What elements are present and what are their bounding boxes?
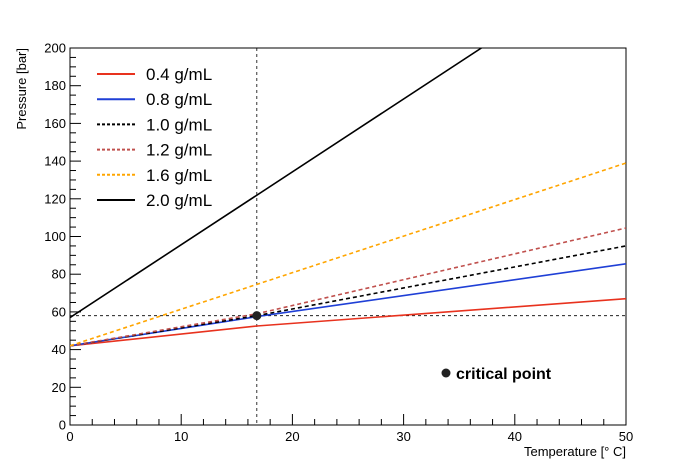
x-tick-label: 50	[619, 429, 633, 444]
legend-label-4: 1.6 g/mL	[146, 166, 212, 185]
x-tick-label: 40	[508, 429, 522, 444]
reference-lines	[70, 48, 626, 425]
ticks-layer: 0 10 20 30 40 50 0 20 40 60 80 100 120 140 160 180 200	[44, 41, 633, 445]
legend: 0.4 g/mL 0.8 g/mL 1.0 g/mL 1.2 g/mL 1.6 g/mL…	[97, 65, 212, 210]
y-tick-label: 0	[59, 418, 66, 433]
y-tick-label: 100	[44, 229, 66, 244]
x-axis-label: Temperature [° C]	[524, 444, 626, 459]
legend-label-1: 0.8 g/mL	[146, 90, 212, 109]
y-tick-label: 200	[44, 41, 66, 56]
series-line-5	[70, 48, 482, 319]
legend-label-5: 2.0 g/mL	[146, 191, 212, 210]
y-tick-label: 140	[44, 154, 66, 169]
y-tick-label: 60	[52, 304, 66, 319]
x-tick-label: 30	[396, 429, 410, 444]
y-axis-label: Pressure [bar]	[14, 48, 29, 130]
critical-point-marker	[252, 311, 262, 321]
critical-point-legend-marker	[441, 368, 451, 378]
critical-point-label: critical point	[456, 366, 552, 383]
series-line-0	[70, 297, 626, 347]
x-tick-label: 10	[174, 429, 188, 444]
y-tick-label: 40	[52, 342, 66, 357]
y-tick-label: 180	[44, 78, 66, 93]
legend-label-3: 1.2 g/mL	[146, 141, 212, 160]
legend-label-2: 1.0 g/mL	[146, 115, 212, 134]
x-tick-label: 20	[285, 429, 299, 444]
y-tick-label: 120	[44, 191, 66, 206]
annotations: critical point	[252, 311, 552, 383]
x-tick-label: 0	[66, 429, 73, 444]
y-tick-label: 160	[44, 116, 66, 131]
legend-label-0: 0.4 g/mL	[146, 65, 212, 84]
y-tick-label: 20	[52, 380, 66, 395]
series-line-3	[70, 227, 626, 347]
y-tick-label: 80	[52, 267, 66, 282]
